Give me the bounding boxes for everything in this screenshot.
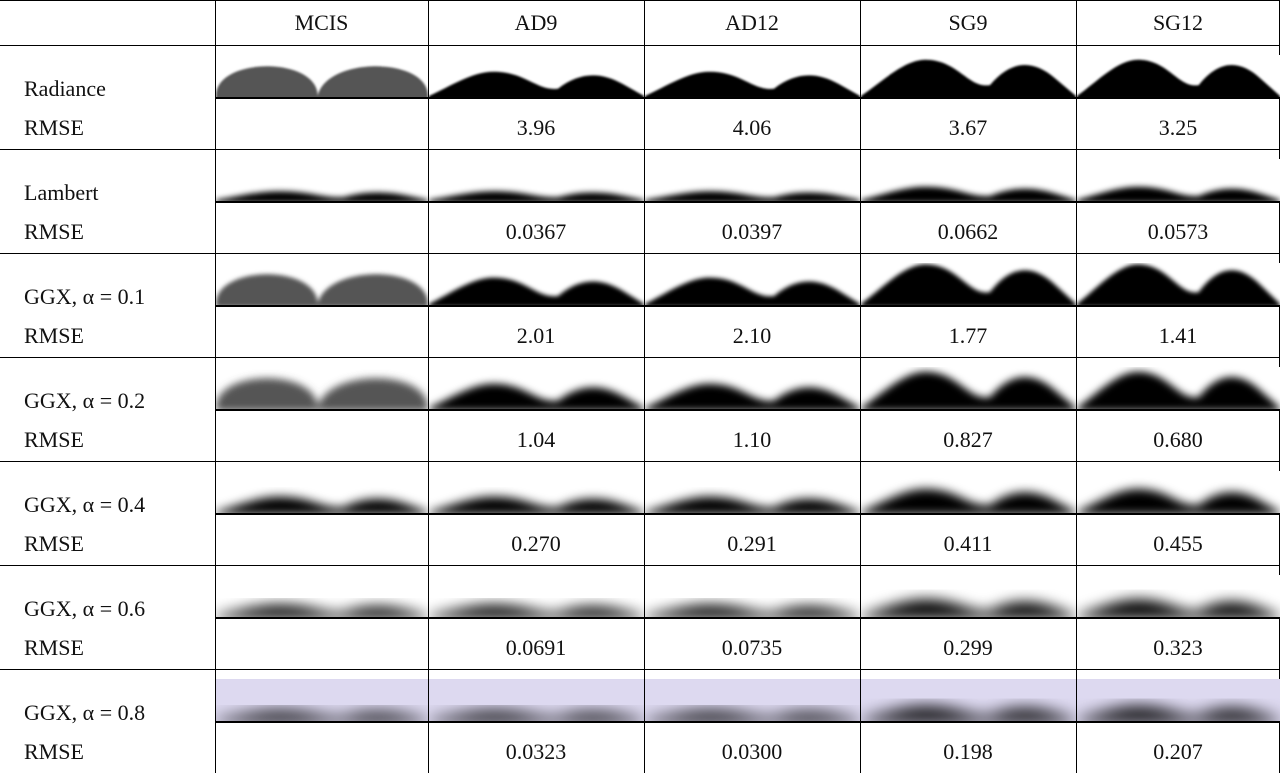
rule xyxy=(0,565,1280,566)
render-image xyxy=(861,263,1076,307)
render-image xyxy=(429,55,644,99)
rmse-value: 0.0573 xyxy=(1147,219,1209,244)
render-image xyxy=(645,159,860,203)
metric-label: RMSE xyxy=(24,219,84,244)
metric-label: RMSE xyxy=(24,531,84,556)
rule xyxy=(1076,0,1077,773)
rule xyxy=(0,357,1280,358)
render-image xyxy=(429,367,644,411)
row-label: GGX, α = 0.1 xyxy=(24,284,146,309)
rule xyxy=(428,0,429,773)
rule xyxy=(0,149,1280,150)
render-image xyxy=(216,679,428,723)
column-header: SG12 xyxy=(1152,10,1204,35)
render-image xyxy=(645,367,860,411)
render-image xyxy=(645,55,860,99)
render-image xyxy=(429,679,644,723)
render-image xyxy=(1077,679,1280,723)
rule xyxy=(860,0,861,773)
row-label: GGX, α = 0.8 xyxy=(24,700,146,725)
render-image xyxy=(1077,159,1280,203)
rmse-value: 0.0397 xyxy=(721,219,783,244)
metric-label: RMSE xyxy=(24,739,84,764)
render-image xyxy=(429,575,644,619)
row-label: GGX, α = 0.2 xyxy=(24,388,146,413)
render-image xyxy=(645,679,860,723)
rmse-value: 1.04 xyxy=(516,427,556,452)
rmse-value: 0.323 xyxy=(1153,635,1203,660)
render-image xyxy=(216,367,428,411)
column-header: SG9 xyxy=(948,10,988,35)
render-image xyxy=(1077,263,1280,307)
rmse-value: 0.680 xyxy=(1153,427,1203,452)
render-image xyxy=(861,367,1076,411)
render-image xyxy=(645,471,860,515)
render-image xyxy=(645,575,860,619)
render-image xyxy=(861,575,1076,619)
rule xyxy=(0,0,1280,1)
render-image xyxy=(861,55,1076,99)
render-image xyxy=(1077,575,1280,619)
rmse-value: 1.77 xyxy=(948,323,988,348)
rmse-value: 3.25 xyxy=(1158,115,1198,140)
rmse-value: 0.0367 xyxy=(505,219,567,244)
rmse-value: 0.0300 xyxy=(721,739,783,764)
rule xyxy=(0,461,1280,462)
rule xyxy=(0,669,1280,670)
rule xyxy=(0,253,1280,254)
render-image xyxy=(861,679,1076,723)
rmse-value: 0.198 xyxy=(943,739,993,764)
rmse-value: 0.0691 xyxy=(505,635,567,660)
rmse-value: 4.06 xyxy=(732,115,772,140)
rmse-value: 0.0735 xyxy=(721,635,783,660)
row-label: Radiance xyxy=(24,76,106,101)
render-image xyxy=(861,471,1076,515)
rule xyxy=(644,0,645,773)
rmse-value: 2.01 xyxy=(516,323,556,348)
column-header: AD9 xyxy=(514,10,558,35)
rmse-value: 0.270 xyxy=(511,531,561,556)
render-image xyxy=(645,263,860,307)
rmse-value: 0.299 xyxy=(943,635,993,660)
metric-label: RMSE xyxy=(24,635,84,660)
rmse-value: 0.291 xyxy=(727,531,777,556)
render-image xyxy=(216,55,428,99)
rmse-value: 3.67 xyxy=(948,115,988,140)
row-label: Lambert xyxy=(24,180,99,205)
render-image xyxy=(429,159,644,203)
metric-label: RMSE xyxy=(24,323,84,348)
rmse-value: 0.827 xyxy=(943,427,993,452)
render-image xyxy=(216,263,428,307)
row-label: GGX, α = 0.6 xyxy=(24,596,146,621)
rmse-value: 0.455 xyxy=(1153,531,1203,556)
render-image xyxy=(1077,367,1280,411)
render-image xyxy=(1077,55,1280,99)
render-image xyxy=(216,471,428,515)
rule xyxy=(0,45,1280,46)
render-image xyxy=(216,575,428,619)
render-image xyxy=(429,471,644,515)
metric-label: RMSE xyxy=(24,427,84,452)
rmse-value: 0.0662 xyxy=(937,219,999,244)
rmse-value: 2.10 xyxy=(732,323,772,348)
rmse-value: 0.411 xyxy=(943,531,993,556)
column-header: AD12 xyxy=(725,10,779,35)
rmse-value: 0.207 xyxy=(1153,739,1203,764)
column-header: MCIS xyxy=(294,10,349,35)
render-image xyxy=(1077,471,1280,515)
rmse-value: 1.41 xyxy=(1158,323,1198,348)
rmse-value: 0.0323 xyxy=(505,739,567,764)
render-image xyxy=(429,263,644,307)
rmse-value: 1.10 xyxy=(732,427,772,452)
metric-label: RMSE xyxy=(24,115,84,140)
render-image xyxy=(861,159,1076,203)
render-image xyxy=(216,159,428,203)
rmse-value: 3.96 xyxy=(516,115,556,140)
rule xyxy=(215,0,216,773)
row-label: GGX, α = 0.4 xyxy=(24,492,146,517)
